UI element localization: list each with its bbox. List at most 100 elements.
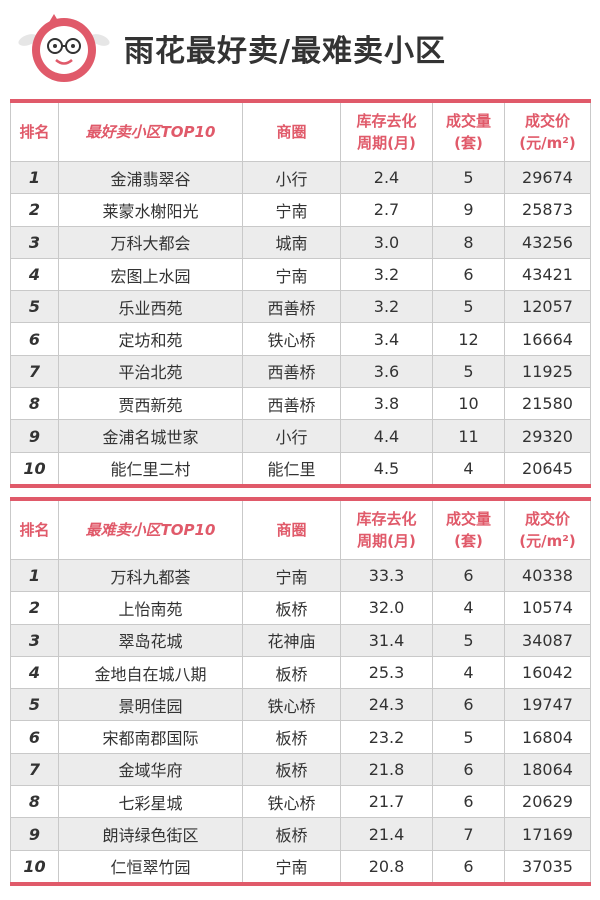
cell-price: 34087 [504, 623, 591, 657]
cell-name: 能仁里二村 [58, 451, 243, 487]
page-header: 雨花最好卖/最难卖小区 [0, 0, 600, 92]
cell-cycle: 2.4 [340, 160, 433, 195]
header-area: 商圈 [242, 100, 341, 162]
cell-rank: 3 [10, 225, 59, 259]
cell-price: 20645 [504, 451, 591, 487]
cell-area: 西善桥 [242, 387, 341, 421]
header-cycle: 库存去化 周期(月) [340, 100, 433, 162]
cell-name: 金浦翡翠谷 [58, 160, 243, 195]
header-rank: 排名 [10, 100, 59, 162]
cell-area: 西善桥 [242, 290, 341, 324]
cell-price: 19747 [504, 688, 591, 722]
cell-price: 10574 [504, 591, 591, 625]
cell-price: 25873 [504, 193, 591, 227]
cell-area: 城南 [242, 225, 341, 259]
cell-area: 小行 [242, 160, 341, 195]
table-row: 6 宋都南郡国际 板桥 23.2 5 16804 [10, 720, 591, 754]
table-row: 10 仁恒翠竹园 宁南 20.8 6 37035 [10, 849, 591, 885]
cell-name: 翠岛花城 [58, 623, 243, 657]
header-volume-line1: 成交量 [445, 510, 491, 528]
cell-volume: 6 [432, 849, 505, 885]
cell-area: 板桥 [242, 591, 341, 625]
cell-price: 29320 [504, 419, 591, 453]
cell-volume: 8 [432, 225, 505, 259]
header-volume: 成交量 (套) [432, 498, 505, 560]
cell-price: 43421 [504, 257, 591, 292]
cell-price: 40338 [504, 558, 591, 593]
cell-volume: 6 [432, 558, 505, 593]
table-row: 7 平治北苑 西善桥 3.6 5 11925 [10, 354, 591, 389]
cell-price: 20629 [504, 785, 591, 819]
table-row: 5 乐业西苑 西善桥 3.2 5 12057 [10, 290, 591, 324]
cell-volume: 7 [432, 817, 505, 851]
cell-area: 宁南 [242, 257, 341, 292]
cell-name: 朗诗绿色街区 [58, 817, 243, 851]
cell-name: 宋都南郡国际 [58, 720, 243, 754]
cell-name: 金浦名城世家 [58, 419, 243, 453]
header-cycle: 库存去化 周期(月) [340, 498, 433, 560]
cell-area: 西善桥 [242, 354, 341, 389]
cell-name: 景明佳园 [58, 688, 243, 722]
table-row: 1 万科九都荟 宁南 33.3 6 40338 [10, 558, 591, 593]
cell-area: 宁南 [242, 193, 341, 227]
cell-name: 万科大都会 [58, 225, 243, 259]
cell-name: 贾西新苑 [58, 387, 243, 421]
cell-name: 上怡南苑 [58, 591, 243, 625]
table-row: 3 翠岛花城 花神庙 31.4 5 34087 [10, 623, 591, 657]
cell-area: 板桥 [242, 817, 341, 851]
header-name: 最好卖小区TOP10 [58, 100, 243, 162]
cell-rank: 10 [10, 849, 59, 885]
table-row: 7 金域华府 板桥 21.8 6 18064 [10, 752, 591, 787]
table-row: 5 景明佳园 铁心桥 24.3 6 19747 [10, 688, 591, 722]
cell-name: 仁恒翠竹园 [58, 849, 243, 885]
cell-price: 18064 [504, 752, 591, 787]
cell-volume: 4 [432, 655, 505, 690]
cell-price: 17169 [504, 817, 591, 851]
cell-rank: 7 [10, 354, 59, 389]
table-row: 3 万科大都会 城南 3.0 8 43256 [10, 225, 591, 259]
best-selling-table: 排名 最好卖小区TOP10 商圈 库存去化 周期(月) 成交量 (套) 成交价 (元/… [10, 99, 591, 488]
cell-area: 花神庙 [242, 623, 341, 657]
header-name: 最难卖小区TOP10 [58, 498, 243, 560]
header-cycle-line2: 周期(月) [357, 532, 416, 550]
cell-name: 金地自在城八期 [58, 655, 243, 690]
cell-area: 宁南 [242, 558, 341, 593]
cell-rank: 10 [10, 451, 59, 487]
cell-name: 金域华府 [58, 752, 243, 787]
cell-cycle: 3.2 [340, 257, 433, 292]
cell-price: 16042 [504, 655, 591, 690]
cell-name: 平治北苑 [58, 354, 243, 389]
cell-area: 宁南 [242, 849, 341, 885]
table-row: 1 金浦翡翠谷 小行 2.4 5 29674 [10, 160, 591, 195]
cell-rank: 1 [10, 160, 59, 195]
cell-cycle: 24.3 [340, 688, 433, 722]
table-row: 2 上怡南苑 板桥 32.0 4 10574 [10, 591, 591, 625]
cell-volume: 6 [432, 785, 505, 819]
mascot-logo-icon [18, 14, 110, 82]
cell-cycle: 32.0 [340, 591, 433, 625]
cell-area: 板桥 [242, 752, 341, 787]
header-cycle-line1: 库存去化 [356, 112, 417, 130]
cell-area: 小行 [242, 419, 341, 453]
cell-volume: 5 [432, 290, 505, 324]
cell-rank: 6 [10, 322, 59, 356]
header-price-line2: (元/m²) [519, 134, 576, 152]
cell-area: 铁心桥 [242, 688, 341, 722]
cell-price: 12057 [504, 290, 591, 324]
cell-volume: 12 [432, 322, 505, 356]
cell-price: 43256 [504, 225, 591, 259]
cell-volume: 6 [432, 752, 505, 787]
cell-cycle: 20.8 [340, 849, 433, 885]
cell-cycle: 31.4 [340, 623, 433, 657]
cell-rank: 2 [10, 193, 59, 227]
cell-volume: 11 [432, 419, 505, 453]
table-row: 4 宏图上水园 宁南 3.2 6 43421 [10, 257, 591, 292]
header-price-line1: 成交价 [524, 510, 570, 528]
cell-area: 板桥 [242, 655, 341, 690]
cell-cycle: 4.5 [340, 451, 433, 487]
cell-price: 16804 [504, 720, 591, 754]
cell-cycle: 3.6 [340, 354, 433, 389]
cell-rank: 4 [10, 655, 59, 690]
header-price: 成交价 (元/m²) [504, 498, 591, 560]
header-volume-line2: (套) [454, 532, 483, 550]
